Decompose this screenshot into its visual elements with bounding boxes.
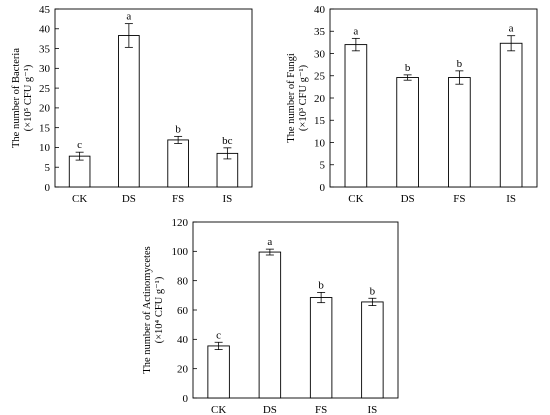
x-tick-label: CK (72, 193, 87, 205)
x-tick-label: IS (506, 193, 516, 205)
significance-letter: a (267, 236, 272, 248)
actinomycetes-chart: 0 20 40 60 80 100 120 c CK a DS b FS b IS The number of… (142, 217, 399, 415)
x-tick-label: IS (367, 404, 377, 415)
x-tick-label: CK (348, 193, 363, 205)
y-tick-label: 5 (45, 162, 51, 174)
significance-letter: b (370, 285, 376, 297)
y-tick-label: 35 (314, 26, 326, 38)
y-tick-label: 45 (39, 4, 51, 16)
bar-ck (344, 44, 368, 188)
x-tick-label: FS (315, 404, 327, 415)
bar-ck (207, 345, 230, 399)
y-axis-label: The number of Actinomycetes(×10⁴ CFU g⁻¹… (142, 246, 165, 373)
bar-is (361, 301, 384, 399)
bar-ds (396, 77, 419, 188)
x-tick-label: FS (172, 193, 184, 205)
x-tick-label: IS (222, 193, 232, 205)
x-tick-label: DS (401, 193, 415, 205)
y-tick-label: 25 (314, 71, 326, 83)
x-tick-label: DS (122, 193, 136, 205)
significance-letter: a (509, 23, 514, 35)
bar-fs (448, 77, 471, 188)
fungi-chart: 0 5 10 15 20 25 30 35 40 a CK b DS b FS a IS The number o… (286, 4, 538, 205)
y-axis-label: The number of Fungi(×10³ CFU g⁻¹) (286, 53, 309, 143)
y-tick-label: 40 (314, 4, 326, 16)
y-axis-label-line2: (×10⁴ CFU g⁻¹) (154, 276, 165, 343)
y-tick-label: 5 (320, 160, 326, 172)
y-axis-label-line1: The number of Actinomycetes (142, 246, 153, 373)
y-tick-label: 120 (172, 217, 189, 229)
y-tick-label: 15 (314, 115, 326, 127)
bar-fs (167, 139, 189, 188)
y-tick-label: 40 (39, 24, 51, 36)
significance-letter: b (175, 123, 181, 135)
y-axis-label: The number of Bacteria(×10⁵ CFU g⁻¹) (11, 48, 34, 148)
significance-letter: bc (222, 135, 233, 147)
significance-letter: c (77, 139, 82, 151)
x-tick-label: CK (211, 404, 226, 415)
y-tick-label: 25 (39, 83, 51, 95)
significance-letter: b (405, 62, 411, 74)
y-tick-label: 20 (39, 103, 51, 115)
y-axis-label-line1: The number of Bacteria (11, 48, 22, 148)
y-tick-label: 30 (314, 48, 326, 60)
y-tick-label: 0 (45, 182, 51, 194)
y-axis-label-line2: (×10³ CFU g⁻¹) (298, 64, 309, 131)
y-tick-label: 100 (172, 246, 189, 258)
y-tick-label: 30 (39, 63, 51, 75)
significance-letter: c (216, 329, 221, 341)
plot-frame (54, 8, 253, 188)
bar-ds (258, 251, 282, 399)
bar-ds (118, 35, 140, 188)
y-tick-label: 20 (314, 93, 326, 105)
bar-is (499, 42, 523, 188)
y-tick-label: 80 (177, 275, 189, 287)
y-axis-label-line2: (×10⁵ CFU g⁻¹) (23, 64, 34, 131)
x-tick-label: DS (263, 404, 277, 415)
bar-ck (68, 155, 91, 188)
y-tick-label: 40 (177, 334, 189, 346)
bar-fs (309, 297, 333, 399)
x-tick-label: FS (453, 193, 465, 205)
y-tick-label: 10 (314, 137, 326, 149)
y-tick-label: 15 (39, 122, 51, 134)
significance-letter: a (126, 11, 131, 23)
y-axis-label-line1: The number of Fungi (286, 53, 297, 143)
y-tick-label: 0 (320, 182, 326, 194)
bacteria-chart: 0 5 10 15 20 25 30 35 40 45 c CK a DS b FS bc IS The numbe… (11, 4, 253, 205)
y-tick-label: 60 (177, 305, 189, 317)
y-tick-label: 20 (177, 363, 189, 375)
y-tick-label: 35 (39, 43, 51, 55)
y-tick-label: 0 (183, 393, 189, 405)
significance-letter: a (353, 25, 358, 37)
significance-letter: b (457, 58, 463, 70)
y-tick-label: 10 (39, 142, 51, 154)
significance-letter: b (318, 279, 324, 291)
